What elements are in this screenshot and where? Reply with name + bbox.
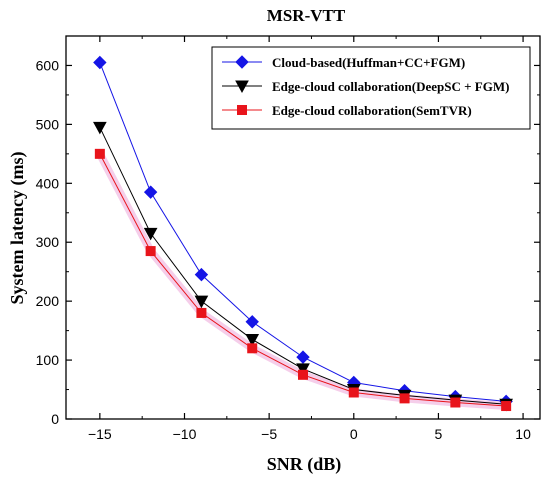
x-axis-label: SNR (dB) xyxy=(267,454,342,475)
y-tick-label: 300 xyxy=(36,234,60,250)
y-tick-label: 500 xyxy=(36,116,60,132)
data-point-series-2 xyxy=(298,369,308,380)
y-tick-label: 100 xyxy=(36,352,60,368)
chart-title: MSR-VTT xyxy=(267,6,346,25)
data-point-series-2 xyxy=(196,307,207,318)
legend-entry-label: Edge-cloud collaboration(DeepSC + FGM) xyxy=(272,79,509,94)
y-tick-label: 0 xyxy=(51,411,59,427)
data-point-series-0 xyxy=(93,55,107,70)
data-point-series-2 xyxy=(399,393,410,404)
data-point-series-2 xyxy=(145,246,156,257)
y-tick-label: 400 xyxy=(36,175,60,191)
y-tick-label: 600 xyxy=(36,57,60,73)
x-tick-label: 0 xyxy=(350,426,358,442)
x-tick-label: −15 xyxy=(88,426,112,442)
data-point-series-0 xyxy=(143,185,158,199)
data-point-series-1 xyxy=(143,227,158,241)
y-axis-label: System latency (ms) xyxy=(7,152,28,305)
x-tick-label: 5 xyxy=(435,426,443,442)
plot-frame xyxy=(65,35,541,420)
data-point-series-1 xyxy=(93,121,107,135)
x-tick-label: −5 xyxy=(261,426,277,442)
data-point-series-1 xyxy=(296,363,310,376)
legend-marker xyxy=(235,80,249,94)
x-tick-label: 10 xyxy=(515,426,531,442)
legend-marker xyxy=(235,55,249,69)
legend: Cloud-based(Huffman+CC+FGM) Edge-cloud co… xyxy=(211,46,531,130)
y-tick-label: 200 xyxy=(36,293,60,309)
legend-entry-label: Cloud-based(Huffman+CC+FGM) xyxy=(272,55,465,70)
legend-marker xyxy=(237,105,247,115)
data-point-series-1 xyxy=(194,295,209,309)
data-point-series-0 xyxy=(245,315,259,329)
x-tick-label: −10 xyxy=(173,426,197,442)
data-point-series-2 xyxy=(501,401,512,412)
data-point-series-0 xyxy=(194,267,209,282)
data-point-series-2 xyxy=(247,343,258,354)
data-point-series-2 xyxy=(348,387,359,398)
legend-entry-label: Edge-cloud collaboration(SemTVR) xyxy=(272,103,472,118)
legend-box xyxy=(211,46,531,130)
data-point-series-1 xyxy=(245,333,260,347)
data-point-series-2 xyxy=(450,397,461,408)
data-point-series-0 xyxy=(296,350,310,364)
data-point-series-2 xyxy=(94,148,105,159)
